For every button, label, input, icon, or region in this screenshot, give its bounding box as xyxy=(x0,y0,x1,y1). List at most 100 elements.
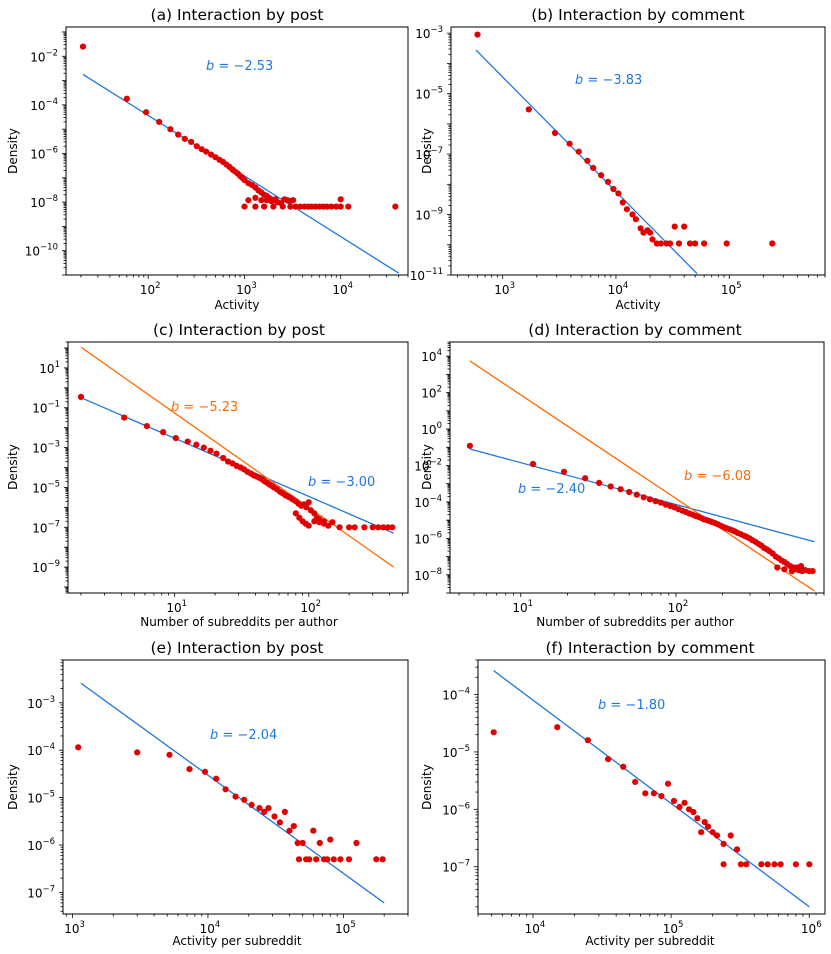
data-point xyxy=(466,442,473,449)
data-point xyxy=(788,568,796,575)
data-point xyxy=(615,190,622,197)
data-point xyxy=(623,206,631,213)
data-point xyxy=(311,518,318,525)
panel-e: (e) Interaction by post 103 104 105 10−7 10−… xyxy=(6,639,409,948)
plot-frame xyxy=(450,26,826,276)
data-point xyxy=(193,441,200,448)
data-point xyxy=(373,856,380,863)
data-point xyxy=(345,203,352,210)
fit-slope-label: b = −3.00 xyxy=(308,475,375,490)
data-point xyxy=(369,524,376,531)
y-tick-label: 10−7 xyxy=(32,519,60,535)
x-tick-label: 105 xyxy=(663,920,684,936)
plot-frame xyxy=(65,26,409,276)
data-point xyxy=(647,229,654,236)
data-point xyxy=(525,106,532,113)
y-tick-label: 104 xyxy=(421,348,442,364)
data-point xyxy=(554,724,561,731)
data-point xyxy=(193,143,200,150)
data-point xyxy=(252,203,259,210)
data-point xyxy=(305,522,312,529)
data-point xyxy=(261,203,268,210)
data-point xyxy=(325,522,332,529)
plot-frame xyxy=(449,341,825,594)
y-tick-label: 10−7 xyxy=(415,146,443,162)
data-point xyxy=(232,793,239,800)
data-point xyxy=(720,840,727,848)
data-point xyxy=(764,861,771,868)
fit-slope-label: b = −2.40 xyxy=(518,482,585,497)
data-point xyxy=(336,524,343,531)
data-point xyxy=(327,836,334,843)
data-point xyxy=(272,196,279,203)
data-point xyxy=(292,203,299,210)
data-point xyxy=(604,178,612,185)
data-point xyxy=(642,790,649,797)
data-point xyxy=(290,823,297,830)
x-tick-label: 102 xyxy=(668,599,689,615)
data-point xyxy=(686,240,694,247)
data-point xyxy=(261,808,268,816)
data-point xyxy=(263,197,270,204)
data-point xyxy=(792,861,800,868)
y-tick-label: 10−5 xyxy=(32,479,60,495)
data-point xyxy=(329,519,336,526)
y-tick-label: 10−11 xyxy=(410,267,443,283)
y-tick-label: 101 xyxy=(39,360,60,376)
plot-marks xyxy=(466,360,816,592)
data-point xyxy=(758,861,765,868)
y-tick-label: 10−4 xyxy=(30,97,58,113)
data-point xyxy=(299,839,306,847)
y-tick-label: 102 xyxy=(421,385,442,401)
data-point xyxy=(375,524,382,531)
panel-title: (a) Interaction by post xyxy=(151,6,324,24)
data-point xyxy=(771,861,778,868)
data-point xyxy=(241,796,248,803)
data-point xyxy=(213,450,220,457)
y-axis-label: Density xyxy=(6,764,20,810)
data-point xyxy=(379,856,386,863)
data-point xyxy=(333,203,340,210)
data-point xyxy=(222,786,229,793)
y-axis-label: Density xyxy=(6,444,20,490)
data-point xyxy=(733,846,741,853)
x-tick-label: 103 xyxy=(494,281,515,297)
data-point xyxy=(295,856,303,863)
y-tick-label: 10−8 xyxy=(30,194,58,210)
plot-marks xyxy=(77,346,396,568)
data-point xyxy=(175,131,182,138)
data-point xyxy=(781,566,788,573)
data-point xyxy=(582,475,589,482)
fit-slope-label: b = −2.53 xyxy=(206,59,273,74)
x-tick-label: 101 xyxy=(512,599,533,615)
y-axis-label: Density xyxy=(420,764,434,810)
data-point xyxy=(713,832,721,839)
panel-title: (d) Interaction by comment xyxy=(528,321,741,339)
x-tick-label: 104 xyxy=(332,281,353,297)
y-tick-label: 10−8 xyxy=(414,567,442,583)
data-point xyxy=(346,524,353,531)
axis-ticks: 103 104 105 10−11 10−9 10−7 10−5 10−3 xyxy=(410,25,826,297)
y-axis-label: Density xyxy=(420,128,434,174)
x-axis-label: Activity xyxy=(616,298,661,312)
data-point xyxy=(292,510,299,517)
data-point xyxy=(701,819,708,826)
data-point xyxy=(186,766,193,773)
y-tick-label: 10−2 xyxy=(414,457,442,473)
data-point xyxy=(633,491,640,498)
data-point xyxy=(75,744,82,751)
x-tick-label: 104 xyxy=(608,281,629,297)
data-point xyxy=(650,790,658,797)
data-point xyxy=(646,496,654,503)
plot-area: 104 105 106 10−7 10−6 10−5 10−4 b = −1.80 xyxy=(442,659,822,936)
data-point xyxy=(737,861,745,868)
fit-line xyxy=(80,346,395,568)
data-point xyxy=(156,118,163,125)
data-point xyxy=(575,148,582,155)
data-point xyxy=(671,223,678,230)
data-point xyxy=(681,799,688,806)
data-point xyxy=(330,856,337,863)
data-point xyxy=(172,435,179,442)
data-point xyxy=(626,488,633,496)
x-tick-label: 101 xyxy=(166,599,187,615)
